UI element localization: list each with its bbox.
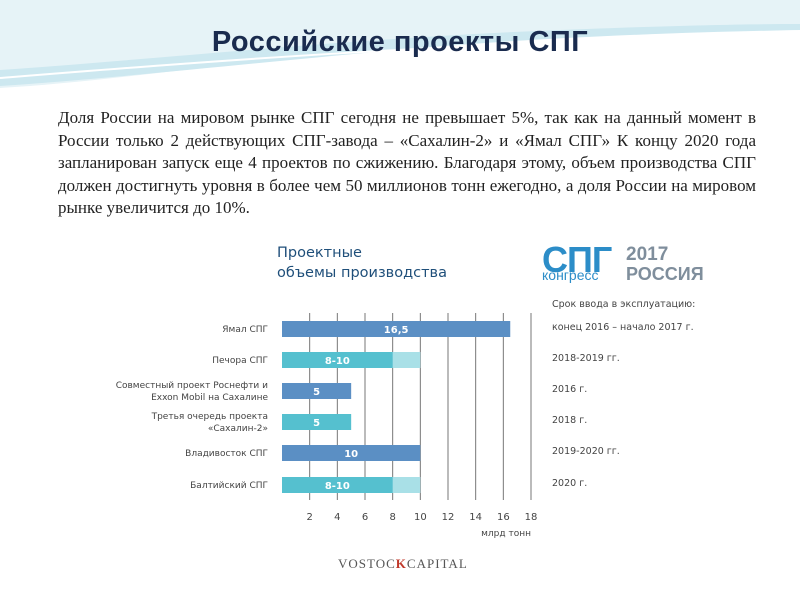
commissioning-date: 2016 г. <box>552 384 588 395</box>
commissioning-date: конец 2016 – начало 2017 г. <box>552 322 694 333</box>
category-label: Владивосток СПГ <box>185 449 268 459</box>
category-label: Балтийский СПГ <box>190 481 268 491</box>
logo-spg-text: СПГ <box>542 239 612 280</box>
bar-label: 8-10 <box>325 356 350 367</box>
bar <box>282 321 511 337</box>
bar-label: 5 <box>313 387 320 398</box>
commissioning-date: 2018-2019 гг. <box>552 353 620 364</box>
congress-logo: СПГ 2017 конгресс РОССИЯ <box>542 239 742 288</box>
bar-range <box>282 477 421 493</box>
footer-logo-left: VOSTOC <box>338 556 396 571</box>
x-axis-label: млрд тонн <box>481 529 531 539</box>
chart-heading-line1: Проектные <box>277 245 362 261</box>
bar-range <box>282 352 421 368</box>
commissioning-date: 2018 г. <box>552 415 588 426</box>
logo-year-text: 2017 <box>626 244 669 265</box>
x-tick-label: 12 <box>442 512 455 523</box>
x-tick-label: 2 <box>306 512 312 523</box>
x-tick-label: 8 <box>389 512 395 523</box>
bar <box>282 414 352 430</box>
category-label: Exxon Mobil на Сахалине <box>151 393 268 403</box>
bar <box>282 352 393 368</box>
category-label: Совместный проект Роснефти и <box>116 381 268 391</box>
footer-logo-right: CAPITAL <box>406 556 468 571</box>
bar <box>282 445 421 461</box>
footer-logo: VOSTOCKCAPITAL <box>338 556 468 572</box>
category-label: Третья очередь проекта <box>151 412 268 422</box>
commissioning-date: 2019-2020 гг. <box>552 446 620 457</box>
category-label: Печора СПГ <box>212 356 268 366</box>
bar-label: 16,5 <box>384 325 409 336</box>
category-label: Ямал СПГ <box>222 325 268 335</box>
intro-paragraph: Доля России на мировом рынке СПГ сегодня… <box>58 108 756 217</box>
x-tick-label: 14 <box>469 512 482 523</box>
bar <box>282 383 352 399</box>
decorative-wave <box>0 0 800 88</box>
commissioning-date: 2020 г. <box>552 478 588 489</box>
x-tick-label: 4 <box>334 512 340 523</box>
chart-heading-line2: объемы производства <box>277 265 447 281</box>
bar-label: 5 <box>313 418 320 429</box>
bar-label: 8-10 <box>325 481 350 492</box>
footer-logo-mark: K <box>395 556 407 571</box>
x-tick-label: 18 <box>525 512 538 523</box>
x-tick-label: 16 <box>497 512 510 523</box>
x-tick-label: 10 <box>414 512 427 523</box>
logo-russia-text: РОССИЯ <box>626 264 704 284</box>
commissioning-header: Срок ввода в эксплуатацию: <box>552 299 696 310</box>
category-label: «Сахалин-2» <box>208 424 268 434</box>
bar <box>282 477 393 493</box>
chart-heading: Проектные объемы производства <box>277 243 447 283</box>
logo-congress-text: конгресс <box>542 267 599 283</box>
x-tick-label: 6 <box>362 512 368 523</box>
bar-label: 10 <box>344 449 358 460</box>
page-title: Российские проекты СПГ <box>211 26 589 58</box>
